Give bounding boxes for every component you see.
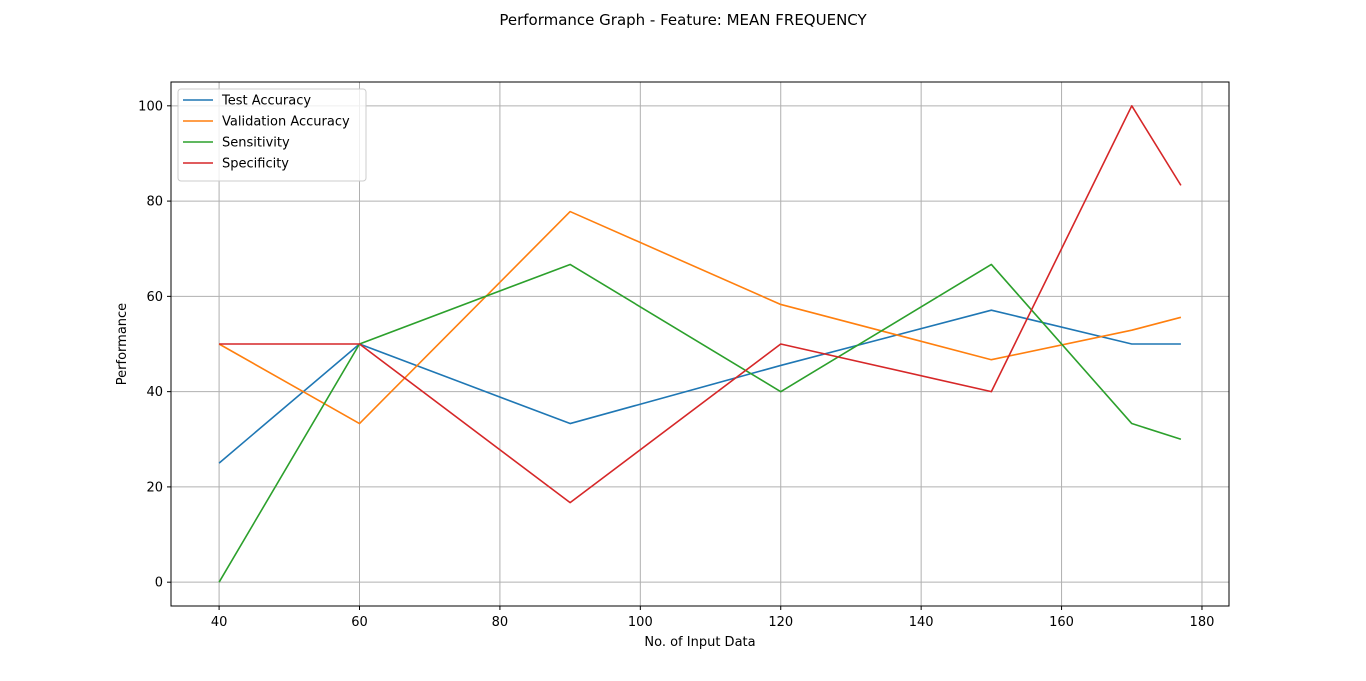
legend-label-sensitivity: Sensitivity: [222, 136, 290, 151]
y-tick-label: 60: [146, 290, 163, 305]
x-axis-ticks: 40 60 80 100 120 140 160 180: [211, 606, 1215, 630]
chart-title: Performance Graph - Feature: MEAN FREQUE…: [499, 11, 867, 29]
x-tick-label: 140: [909, 615, 934, 630]
x-tick-label: 160: [1049, 615, 1074, 630]
y-tick-label: 40: [146, 385, 163, 400]
grid-lines: [171, 82, 1229, 606]
series-line-test-accuracy: [218, 309, 1181, 464]
y-axis-label: Performance: [115, 303, 130, 385]
x-tick-label: 100: [628, 615, 653, 630]
legend-box: [177, 88, 367, 182]
legend-label-validation-accuracy: Validation Accuracy: [222, 115, 350, 130]
legend-label-test-accuracy: Test Accuracy: [221, 94, 311, 109]
x-tick-label: 120: [768, 615, 793, 630]
x-tick-label: 80: [492, 615, 509, 630]
series-line-validation-accuracy: [218, 210, 1182, 425]
y-axis-ticks: 0 20 40 60 80 100: [138, 99, 171, 591]
legend-label-specificity: Specificity: [222, 157, 289, 172]
plot-area-frame: [170, 81, 1230, 607]
data-series: [218, 105, 1182, 583]
x-tick-label: 180: [1190, 615, 1215, 630]
series-line-specificity: [219, 105, 1182, 504]
legend: Test Accuracy Validation Accuracy Sensitiv…: [177, 88, 367, 182]
y-tick-label: 100: [138, 99, 163, 114]
x-tick-label: 40: [211, 615, 228, 630]
series-line-sensitivity: [218, 263, 1182, 583]
x-tick-label: 60: [351, 615, 368, 630]
y-tick-label: 80: [146, 195, 163, 210]
y-tick-label: 0: [155, 576, 163, 591]
y-tick-label: 20: [146, 480, 163, 495]
x-axis-label: No. of Input Data: [644, 635, 755, 650]
